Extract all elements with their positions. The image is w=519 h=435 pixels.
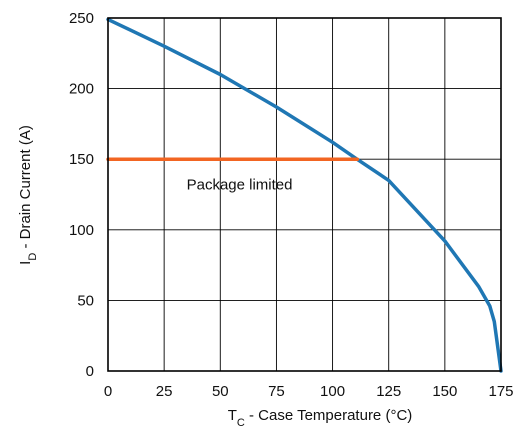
x-axis-title: TC - Case Temperature (°C) [228,407,413,429]
y-tick-label: 0 [86,363,94,380]
tick-labels: 0 25 50 75 100 125 150 175 0 50 100 150 200 250 [69,10,514,400]
x-tick-label: 125 [376,383,401,400]
grid-lines [107,17,502,372]
x-tick-label: 50 [212,383,229,400]
y-tick-label: 200 [69,81,94,98]
x-tick-label: 0 [104,383,112,400]
x-tick-label: 175 [488,383,513,400]
series-layer [106,17,503,373]
y-tick-label: 250 [69,10,94,27]
y-axis-title: ID - Drain Current (A) [17,125,39,265]
x-tick-label: 150 [432,383,457,400]
x-tick-label: 75 [268,383,285,400]
annotation-package-limited: Package limited [187,177,293,194]
x-tick-label: 100 [320,383,345,400]
y-tick-label: 100 [69,222,94,239]
x-tick-label: 25 [156,383,173,400]
drain-current-curve [106,17,503,373]
y-tick-label: 50 [77,292,94,309]
plot-frame [107,17,502,372]
y-tick-label: 150 [69,151,94,168]
